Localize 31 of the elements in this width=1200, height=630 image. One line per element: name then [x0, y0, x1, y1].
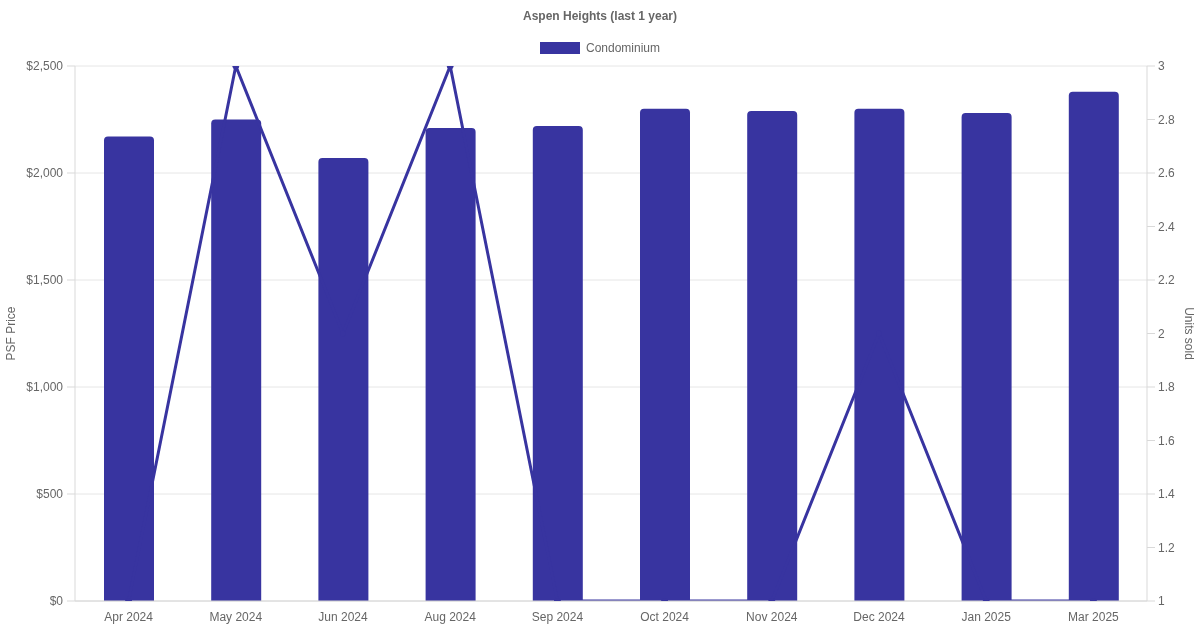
x-tick-label: Sep 2024 — [531, 609, 584, 624]
y2-tick-label: 1.6 — [1158, 433, 1176, 448]
x-tick-label: Jan 2025 — [961, 609, 1012, 624]
x-tick-label: Oct 2024 — [640, 609, 690, 624]
y2-tick-label: 2.4 — [1158, 219, 1176, 234]
y-tick-label: $0 — [49, 594, 64, 609]
y-tick-label: $1,500 — [26, 273, 64, 288]
x-tick-label: Jun 2024 — [318, 609, 369, 624]
y2-tick-label: 1.8 — [1158, 380, 1176, 395]
x-tick-label: Mar 2025 — [1068, 609, 1120, 624]
y2-axis-title: Units sold — [1181, 307, 1196, 360]
chart-title: Aspen Heights (last 1 year) — [521, 9, 679, 23]
y2-tick-label: 2.8 — [1158, 112, 1176, 127]
y-tick-label: $2,500 — [26, 59, 64, 74]
y2-tick-label: 3 — [1158, 59, 1165, 74]
y2-tick-label: 2 — [1158, 326, 1165, 341]
y2-tick-label: 2.6 — [1158, 166, 1176, 181]
legend-label: Condominium — [585, 41, 661, 55]
y2-tick-label: 2.2 — [1158, 273, 1176, 288]
x-tick-label: Nov 2024 — [746, 609, 798, 624]
y-axis-title: PSF Price — [4, 306, 19, 361]
y2-tick-label: 1.4 — [1158, 487, 1176, 502]
x-tick-label: Apr 2024 — [104, 609, 154, 624]
y-tick-label: $1,000 — [26, 380, 64, 395]
x-tick-label: Dec 2024 — [853, 609, 906, 624]
y2-tick-label: 1 — [1158, 594, 1165, 609]
y-tick-label: $2,000 — [26, 166, 64, 181]
x-tick-label: Aug 2024 — [424, 609, 477, 624]
x-tick-label: May 2024 — [209, 609, 263, 624]
y2-tick-label: 1.2 — [1158, 540, 1176, 555]
y-tick-label: $500 — [36, 487, 64, 502]
